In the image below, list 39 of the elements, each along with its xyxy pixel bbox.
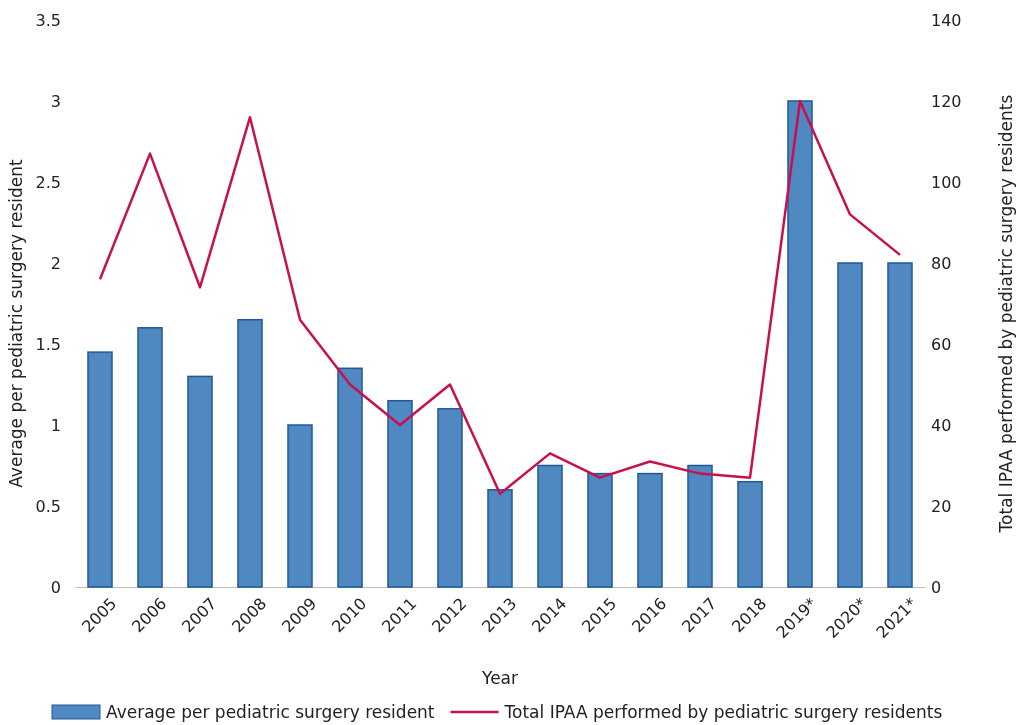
bar [187,375,213,588]
bar [487,489,513,588]
bar [887,262,913,588]
y2-tick-label: 0 [931,577,942,597]
bar [787,100,813,588]
bar [237,318,263,588]
bar [737,480,763,588]
y2-tick-label: 120 [931,91,962,111]
x-axis-title: Year [481,668,518,688]
y2-axis-title: Total IPAA performed by pediatric surgery residents [996,94,1016,534]
bar [437,408,463,588]
y-tick-label: 3 [50,91,61,111]
line-series [98,99,902,496]
y-axis-title: Average per pediatric surgery resident [6,158,26,488]
bar [137,327,163,588]
y2-tick-label: 100 [931,172,962,192]
y2-tick-label: 140 [931,10,962,30]
y-tick-label: 3.5 [35,10,61,30]
bar [287,424,313,588]
bar [337,367,363,588]
bar [687,464,713,588]
y-tick-label: 2.5 [35,172,61,192]
bar [587,472,613,588]
legend-label: Total IPAA performed by pediatric surgery residents [503,702,943,722]
y2-tick-label: 60 [931,334,952,354]
bar [87,351,113,588]
bar [637,472,663,588]
y2-tick-label: 80 [931,253,952,273]
legend-label: Average per pediatric surgery resident [106,702,435,722]
y-tick-label: 2 [50,253,61,273]
y2-tick-label: 20 [931,496,952,516]
y-tick-label: 1.5 [35,334,61,354]
y-tick-label: 0 [50,577,61,597]
bar [537,464,563,588]
bar [387,399,413,588]
y-tick-label: 0.5 [35,496,61,516]
y-tick-label: 1 [50,415,61,435]
y2-tick-label: 40 [931,415,952,435]
bar [837,262,863,588]
